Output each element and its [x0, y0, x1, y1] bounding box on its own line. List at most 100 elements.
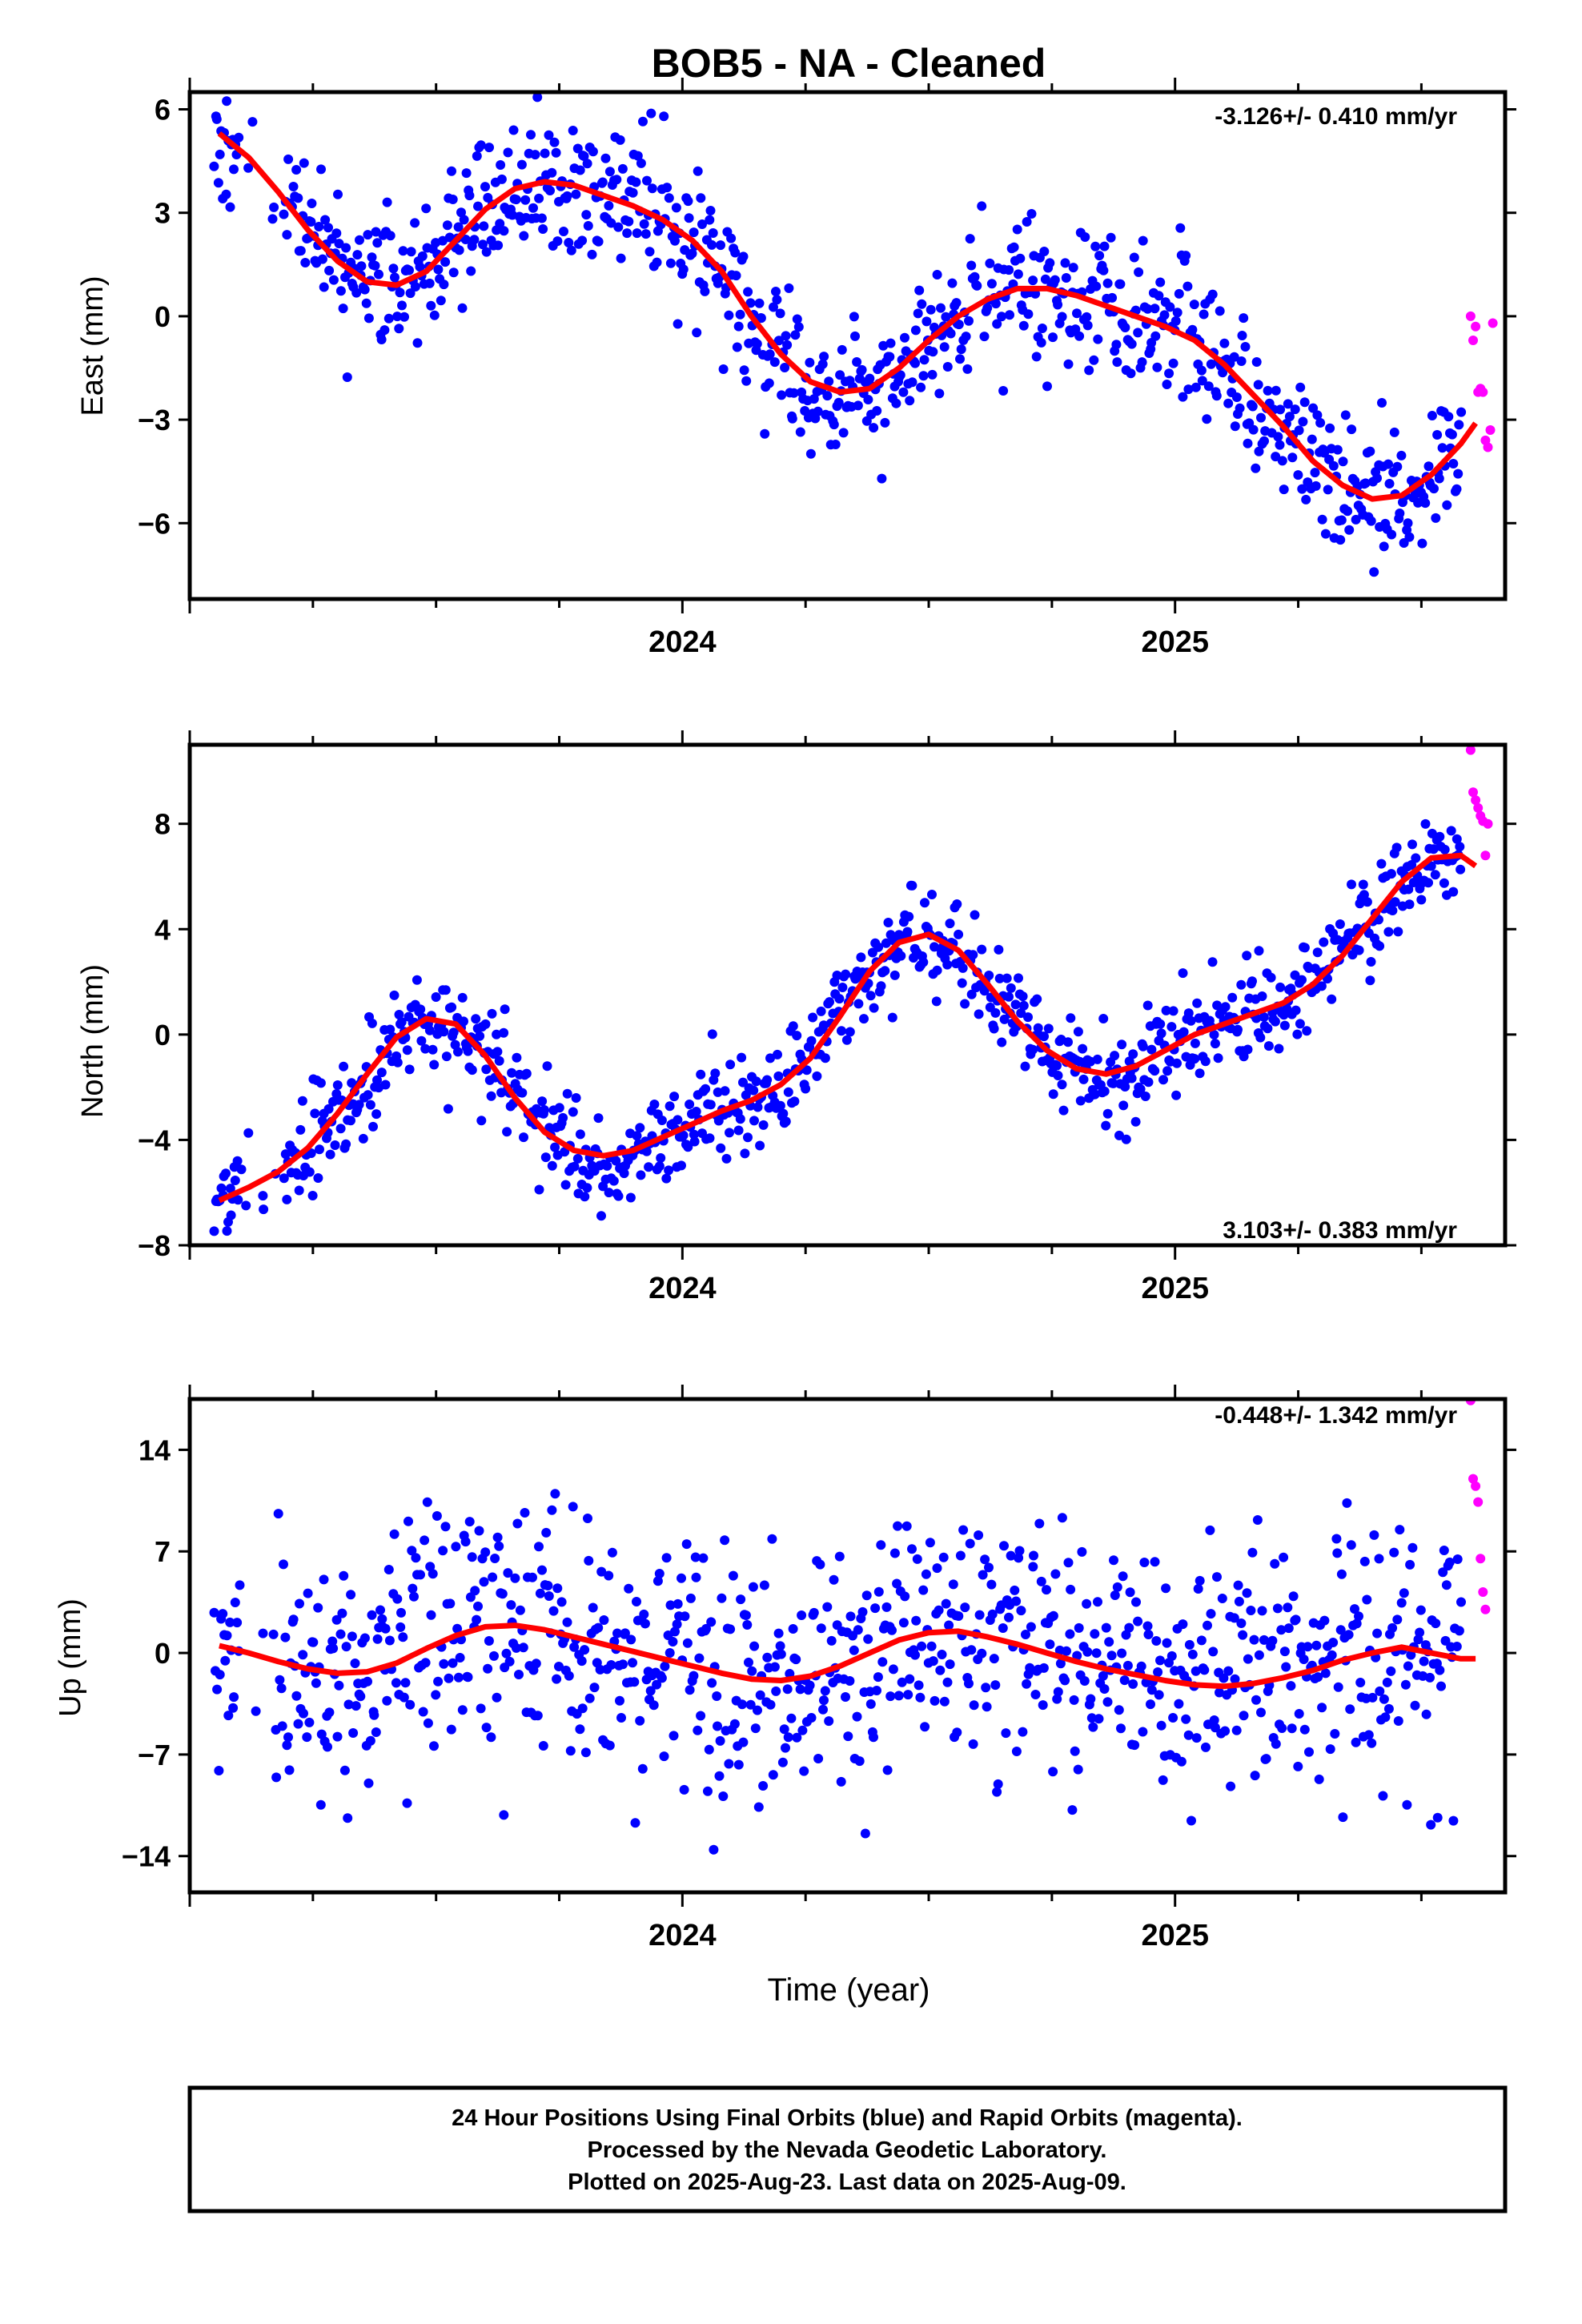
north-final-orbit-point: [1213, 1053, 1223, 1063]
north-final-orbit-point: [644, 1162, 654, 1172]
east-ytick-label: 6: [155, 94, 171, 127]
up-final-orbit-point: [742, 1620, 753, 1630]
north-final-orbit-point: [869, 1003, 879, 1013]
up-final-orbit-point: [1233, 1580, 1243, 1590]
north-final-orbit-point: [1239, 1051, 1249, 1062]
east-final-orbit-point: [1432, 430, 1443, 440]
north-final-orbit-point: [825, 997, 834, 1007]
north-final-orbit-point: [818, 1020, 829, 1031]
up-final-orbit-point: [541, 1527, 552, 1538]
north-final-orbit-point: [664, 1165, 674, 1176]
east-final-orbit-point: [1152, 362, 1162, 372]
up-final-orbit-point: [818, 1704, 828, 1715]
north-final-orbit-point: [775, 1100, 785, 1111]
up-final-orbit-point: [921, 1569, 931, 1579]
north-final-orbit-point: [222, 1226, 232, 1236]
up-final-orbit-point: [1378, 1791, 1388, 1801]
north-final-orbit-point: [625, 1192, 636, 1203]
up-final-orbit-point: [1199, 1665, 1210, 1675]
east-final-orbit-point: [687, 248, 697, 259]
north-final-orbit-point: [1033, 1023, 1043, 1033]
up-final-orbit-point: [463, 1672, 473, 1683]
north-final-orbit-point: [789, 1096, 800, 1107]
up-final-orbit-point: [709, 1844, 719, 1855]
east-final-orbit-point: [813, 406, 823, 416]
north-final-orbit-point: [279, 1173, 289, 1184]
north-final-orbit-point: [1161, 1005, 1171, 1015]
north-final-orbit-point: [952, 899, 962, 909]
north-final-orbit-point: [918, 957, 929, 967]
up-final-orbit-point: [1073, 1764, 1083, 1775]
up-final-orbit-point: [1070, 1746, 1080, 1756]
up-final-orbit-point: [930, 1695, 940, 1706]
east-final-orbit-point: [588, 147, 598, 157]
north-final-orbit-point: [372, 1075, 382, 1085]
north-final-orbit-point: [335, 1124, 346, 1134]
east-final-orbit-point: [559, 227, 568, 236]
up-final-orbit-point: [1057, 1513, 1067, 1523]
up-final-orbit-point: [1181, 1714, 1191, 1724]
up-final-orbit-point: [1242, 1588, 1252, 1598]
up-final-orbit-point: [355, 1691, 366, 1702]
up-final-orbit-point: [1393, 1716, 1403, 1726]
east-final-orbit-point: [990, 299, 1001, 309]
up-final-orbit-point: [324, 1707, 335, 1718]
east-final-orbit-point: [417, 251, 428, 261]
east-final-orbit-point: [1090, 241, 1101, 251]
up-final-orbit-point: [1106, 1651, 1117, 1661]
east-final-orbit-point: [914, 285, 925, 296]
east-final-orbit-point: [1240, 342, 1251, 352]
east-final-orbit-point: [652, 257, 662, 267]
north-final-orbit-point: [977, 944, 987, 955]
north-final-orbit-point: [569, 1161, 580, 1172]
up-plot-area: [209, 1399, 1491, 1855]
north-final-orbit-point: [1192, 998, 1203, 1008]
north-ytick-label: 8: [155, 808, 171, 841]
north-final-orbit-point: [1172, 1058, 1182, 1068]
up-final-orbit-point: [532, 1711, 543, 1721]
north-final-orbit-point: [738, 1077, 748, 1088]
north-final-orbit-point: [725, 1128, 734, 1138]
up-final-orbit-point: [992, 1787, 1002, 1797]
east-final-orbit-point: [1279, 485, 1289, 495]
north-final-orbit-point: [258, 1191, 268, 1201]
east-final-orbit-point: [724, 310, 734, 320]
up-final-orbit-point: [926, 1641, 937, 1651]
east-final-orbit-point: [606, 218, 616, 228]
east-final-orbit-point: [1178, 392, 1188, 402]
east-final-orbit-point: [1403, 518, 1413, 529]
north-final-orbit-point: [873, 942, 884, 952]
north-final-orbit-point: [420, 1043, 431, 1054]
east-final-orbit-point: [632, 228, 642, 239]
up-final-orbit-point: [1093, 1597, 1102, 1607]
up-final-orbit-point: [736, 1594, 746, 1605]
north-final-orbit-point: [339, 1061, 349, 1072]
east-final-orbit-point: [1427, 411, 1437, 420]
east-final-orbit-point: [1344, 525, 1355, 535]
north-final-orbit-point: [1014, 973, 1023, 983]
north-final-orbit-point: [1158, 1075, 1168, 1085]
east-final-orbit-point: [1137, 357, 1147, 368]
up-final-orbit-point: [1325, 1744, 1335, 1755]
east-final-orbit-point: [448, 267, 459, 278]
north-final-orbit-point: [1006, 983, 1016, 993]
east-final-orbit-point: [379, 325, 390, 336]
north-final-orbit-point: [295, 1124, 306, 1135]
up-final-orbit-point: [717, 1593, 727, 1603]
east-final-orbit-point: [1256, 412, 1266, 423]
north-final-orbit-point: [1078, 1043, 1088, 1054]
north-final-orbit-point: [1048, 1089, 1058, 1100]
up-final-orbit-point: [620, 1628, 630, 1638]
east-final-orbit-point: [604, 200, 614, 211]
up-final-orbit-point: [661, 1553, 672, 1563]
east-final-orbit-point: [1150, 304, 1160, 314]
up-final-orbit-point: [1351, 1737, 1361, 1747]
east-final-orbit-point: [461, 168, 472, 179]
east-final-orbit-point: [877, 473, 887, 484]
up-final-orbit-point: [624, 1583, 634, 1594]
east-final-orbit-point: [895, 370, 905, 380]
up-final-orbit-point: [346, 1590, 356, 1600]
up-final-orbit-point: [1146, 1699, 1155, 1710]
east-final-orbit-point: [639, 219, 649, 229]
east-final-orbit-point: [1181, 251, 1191, 261]
